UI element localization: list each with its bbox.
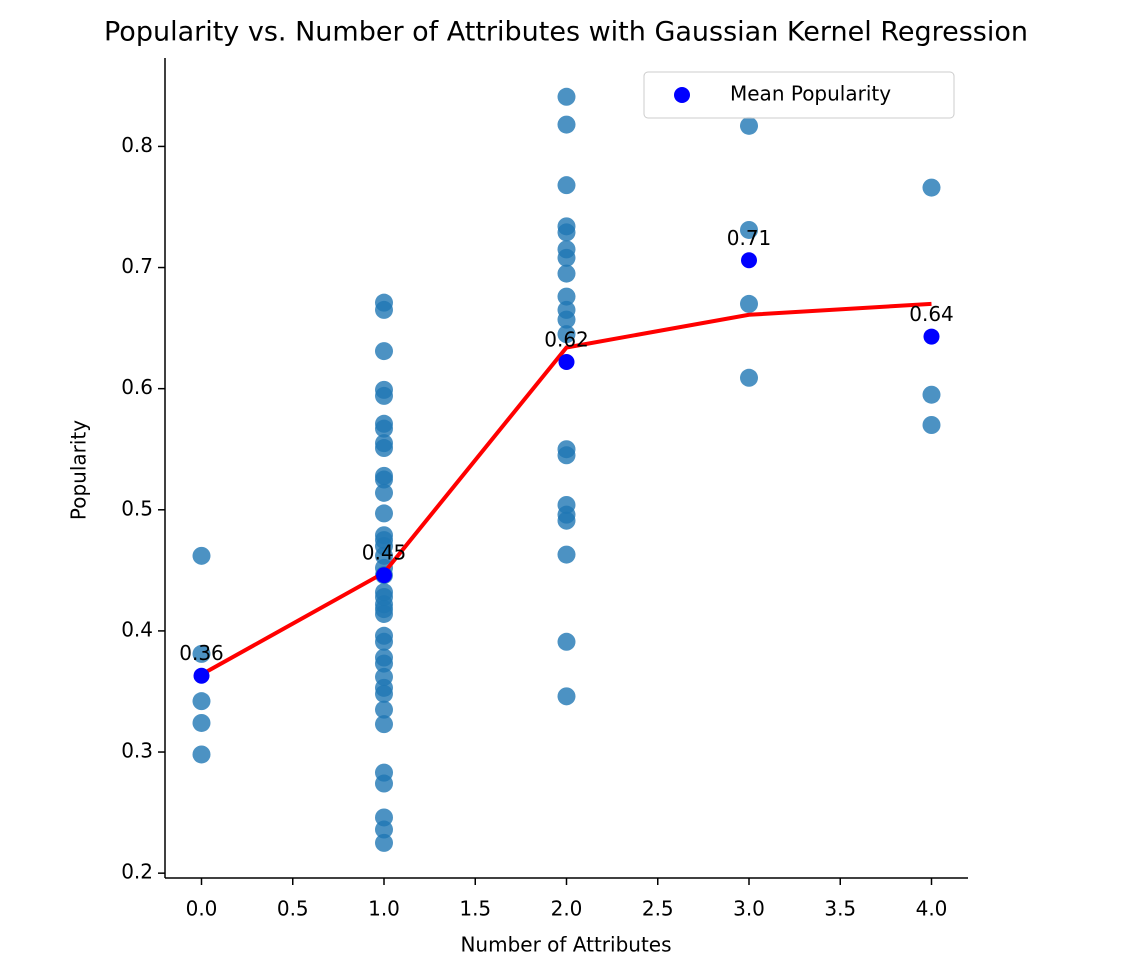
data-point — [557, 287, 576, 306]
x-tick-label: 4.0 — [916, 897, 948, 921]
y-axis-label: Popularity — [67, 420, 91, 520]
data-point — [375, 820, 393, 839]
data-point — [557, 632, 576, 651]
data-point — [375, 439, 393, 458]
data-point — [740, 368, 758, 387]
data-point — [557, 687, 576, 706]
chart-title: Popularity vs. Number of Attributes with… — [104, 17, 1028, 48]
data-point — [192, 745, 211, 764]
mean-point — [741, 252, 757, 269]
data-point — [557, 264, 576, 283]
data-point — [375, 604, 393, 623]
y-tick-label: 0.8 — [121, 133, 153, 157]
data-point — [557, 446, 576, 465]
y-tick-label: 0.3 — [121, 739, 153, 763]
mean-point — [558, 354, 575, 371]
data-point — [557, 115, 576, 134]
y-tick-label: 0.6 — [121, 375, 153, 399]
mean-point — [923, 328, 940, 345]
data-point — [557, 545, 576, 564]
data-point — [192, 692, 211, 711]
data-point — [375, 483, 393, 502]
data-point — [192, 713, 211, 732]
legend-box — [643, 71, 955, 119]
data-point — [375, 419, 393, 438]
data-label: 0.71 — [727, 226, 772, 250]
data-point — [375, 386, 393, 405]
data-point — [557, 87, 576, 106]
data-point — [557, 223, 576, 242]
x-tick-label: 1.0 — [368, 897, 400, 921]
y-tick-label: 0.7 — [121, 254, 153, 278]
data-point — [375, 470, 393, 489]
data-label: 0.62 — [544, 328, 589, 352]
data-point — [375, 504, 393, 523]
data-label: 0.45 — [362, 541, 407, 565]
y-tick-label: 0.2 — [121, 860, 153, 884]
data-point — [375, 300, 393, 319]
y-tick-label: 0.5 — [121, 496, 153, 520]
data-point — [922, 416, 941, 435]
data-point — [740, 116, 758, 135]
x-tick-label: 3.0 — [733, 897, 765, 921]
data-point — [192, 546, 211, 565]
y-tick-label: 0.4 — [121, 617, 153, 641]
data-point — [192, 644, 211, 663]
data-point — [375, 715, 393, 734]
mean-point — [376, 567, 392, 584]
data-point — [375, 774, 393, 793]
mean-point — [193, 667, 210, 684]
data-point — [557, 511, 576, 530]
data-point — [375, 833, 393, 852]
data-point — [375, 632, 393, 651]
data-point — [375, 654, 393, 673]
x-tick-label: 2.0 — [551, 897, 583, 921]
data-point — [740, 220, 758, 239]
data-point — [375, 342, 393, 361]
data-point — [740, 294, 758, 313]
data-label: 0.64 — [909, 302, 954, 326]
data-point — [922, 178, 941, 197]
data-point — [557, 248, 576, 267]
data-point — [922, 385, 941, 404]
x-tick-label: 0.5 — [277, 897, 309, 921]
data-point — [375, 700, 393, 719]
x-tick-label: 0.0 — [186, 897, 218, 921]
data-point — [557, 310, 576, 329]
legend-label: Mean Popularity — [730, 82, 891, 106]
x-tick-label: 1.5 — [459, 897, 491, 921]
x-tick-label: 3.5 — [824, 897, 856, 921]
legend-marker — [674, 87, 690, 103]
data-point — [557, 325, 576, 344]
data-point — [557, 176, 576, 195]
regression-line — [200, 301, 932, 677]
x-tick-label: 2.5 — [642, 897, 674, 921]
x-axis-label: Number of Attributes — [460, 933, 671, 957]
data-label: 0.36 — [179, 641, 224, 665]
data-point — [375, 684, 393, 703]
